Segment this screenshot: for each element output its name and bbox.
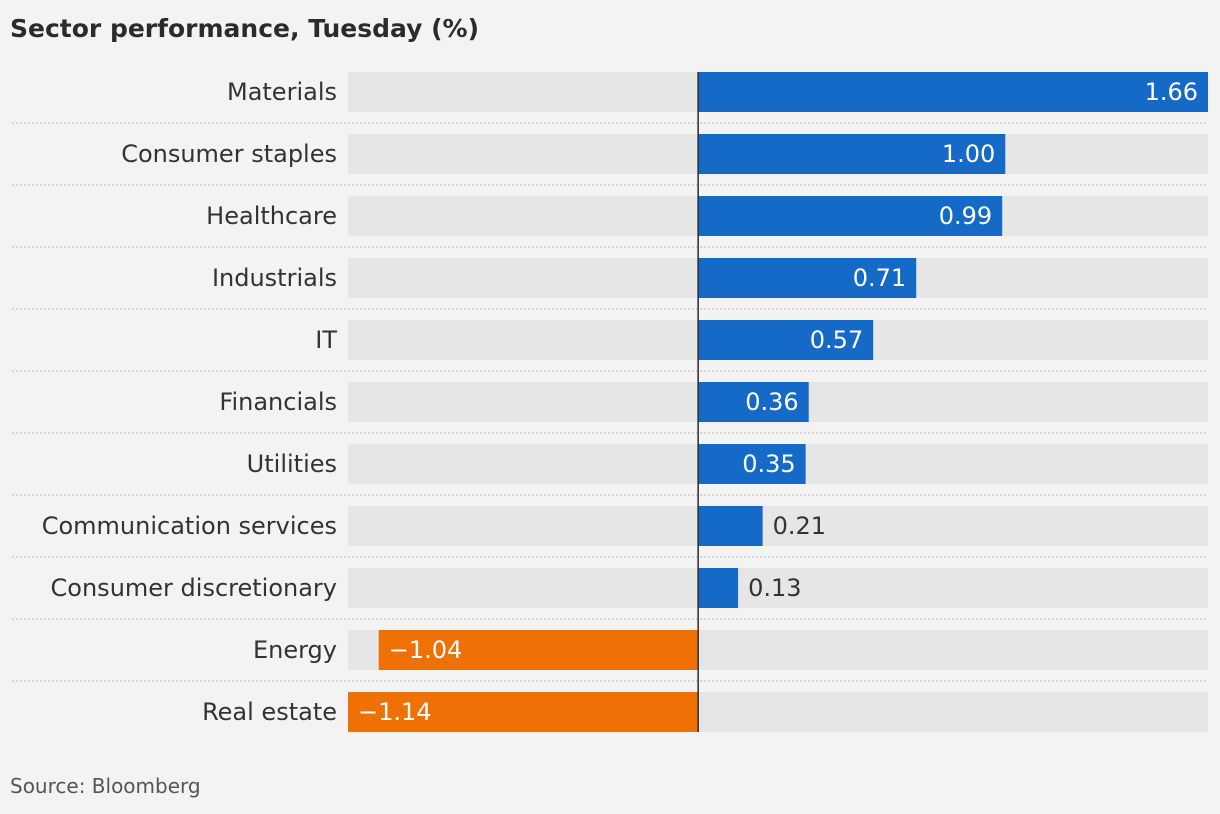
bar-track (348, 568, 1208, 608)
value-label: 1.00 (942, 140, 995, 168)
bar (698, 568, 739, 608)
source-note: Source: Bloomberg (10, 774, 201, 798)
category-label: IT (315, 326, 337, 354)
chart-title: Sector performance, Tuesday (%) (10, 14, 480, 43)
bar (698, 382, 809, 422)
bar (698, 506, 763, 546)
category-label: Utilities (247, 450, 337, 478)
category-label: Industrials (212, 264, 337, 292)
value-label: 0.57 (810, 326, 863, 354)
value-label: 0.99 (939, 202, 992, 230)
category-label: Real estate (202, 698, 337, 726)
value-label: 1.66 (1145, 78, 1198, 106)
value-label: −1.04 (389, 636, 463, 664)
value-label: 0.36 (745, 388, 798, 416)
bar (698, 196, 1003, 236)
bar (698, 258, 917, 298)
category-label: Healthcare (206, 202, 337, 230)
category-label: Consumer staples (121, 140, 337, 168)
bar (378, 630, 699, 670)
category-label: Financials (219, 388, 337, 416)
bar (698, 444, 806, 484)
value-label: 0.21 (773, 512, 826, 540)
value-label: 0.13 (748, 574, 801, 602)
bar-track (348, 506, 1208, 546)
bar (698, 72, 1208, 112)
bar (698, 320, 874, 360)
bar (348, 692, 699, 732)
bar (698, 134, 1006, 174)
category-label: Communication services (42, 512, 337, 540)
category-label: Energy (253, 636, 337, 664)
value-label: 0.35 (742, 450, 795, 478)
value-label: −1.14 (358, 698, 432, 726)
category-label: Materials (227, 78, 337, 106)
category-label: Consumer discretionary (51, 574, 337, 602)
value-label: 0.71 (853, 264, 906, 292)
